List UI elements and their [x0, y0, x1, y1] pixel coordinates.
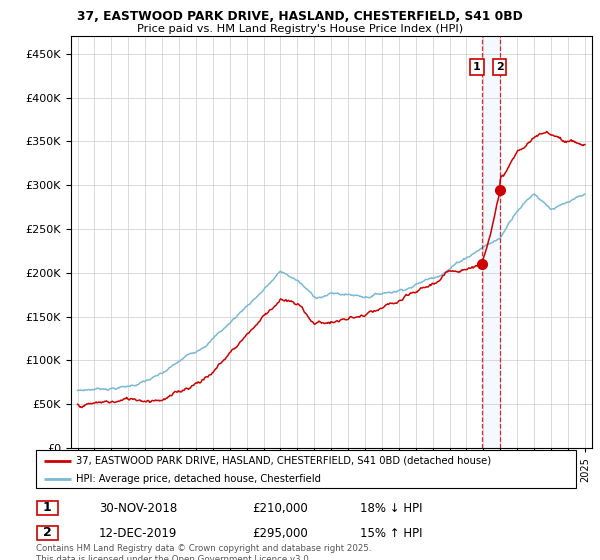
Text: 1: 1: [473, 62, 481, 72]
Text: Price paid vs. HM Land Registry's House Price Index (HPI): Price paid vs. HM Land Registry's House …: [137, 24, 463, 34]
Text: £210,000: £210,000: [252, 502, 308, 515]
Text: Contains HM Land Registry data © Crown copyright and database right 2025.
This d: Contains HM Land Registry data © Crown c…: [36, 544, 371, 560]
Bar: [482, 36, 500, 448]
Text: HPI: Average price, detached house, Chesterfield: HPI: Average price, detached house, Ches…: [77, 474, 322, 484]
Text: 15% ↑ HPI: 15% ↑ HPI: [360, 526, 422, 540]
Text: 2: 2: [496, 62, 503, 72]
Text: 18% ↓ HPI: 18% ↓ HPI: [360, 502, 422, 515]
Text: 12-DEC-2019: 12-DEC-2019: [99, 526, 178, 540]
Text: 37, EASTWOOD PARK DRIVE, HASLAND, CHESTERFIELD, S41 0BD: 37, EASTWOOD PARK DRIVE, HASLAND, CHESTE…: [77, 10, 523, 23]
Text: 37, EASTWOOD PARK DRIVE, HASLAND, CHESTERFIELD, S41 0BD (detached house): 37, EASTWOOD PARK DRIVE, HASLAND, CHESTE…: [77, 456, 491, 466]
Text: 30-NOV-2018: 30-NOV-2018: [99, 502, 177, 515]
Text: 1: 1: [43, 501, 52, 515]
Text: £295,000: £295,000: [252, 526, 308, 540]
Text: 2: 2: [43, 526, 52, 539]
